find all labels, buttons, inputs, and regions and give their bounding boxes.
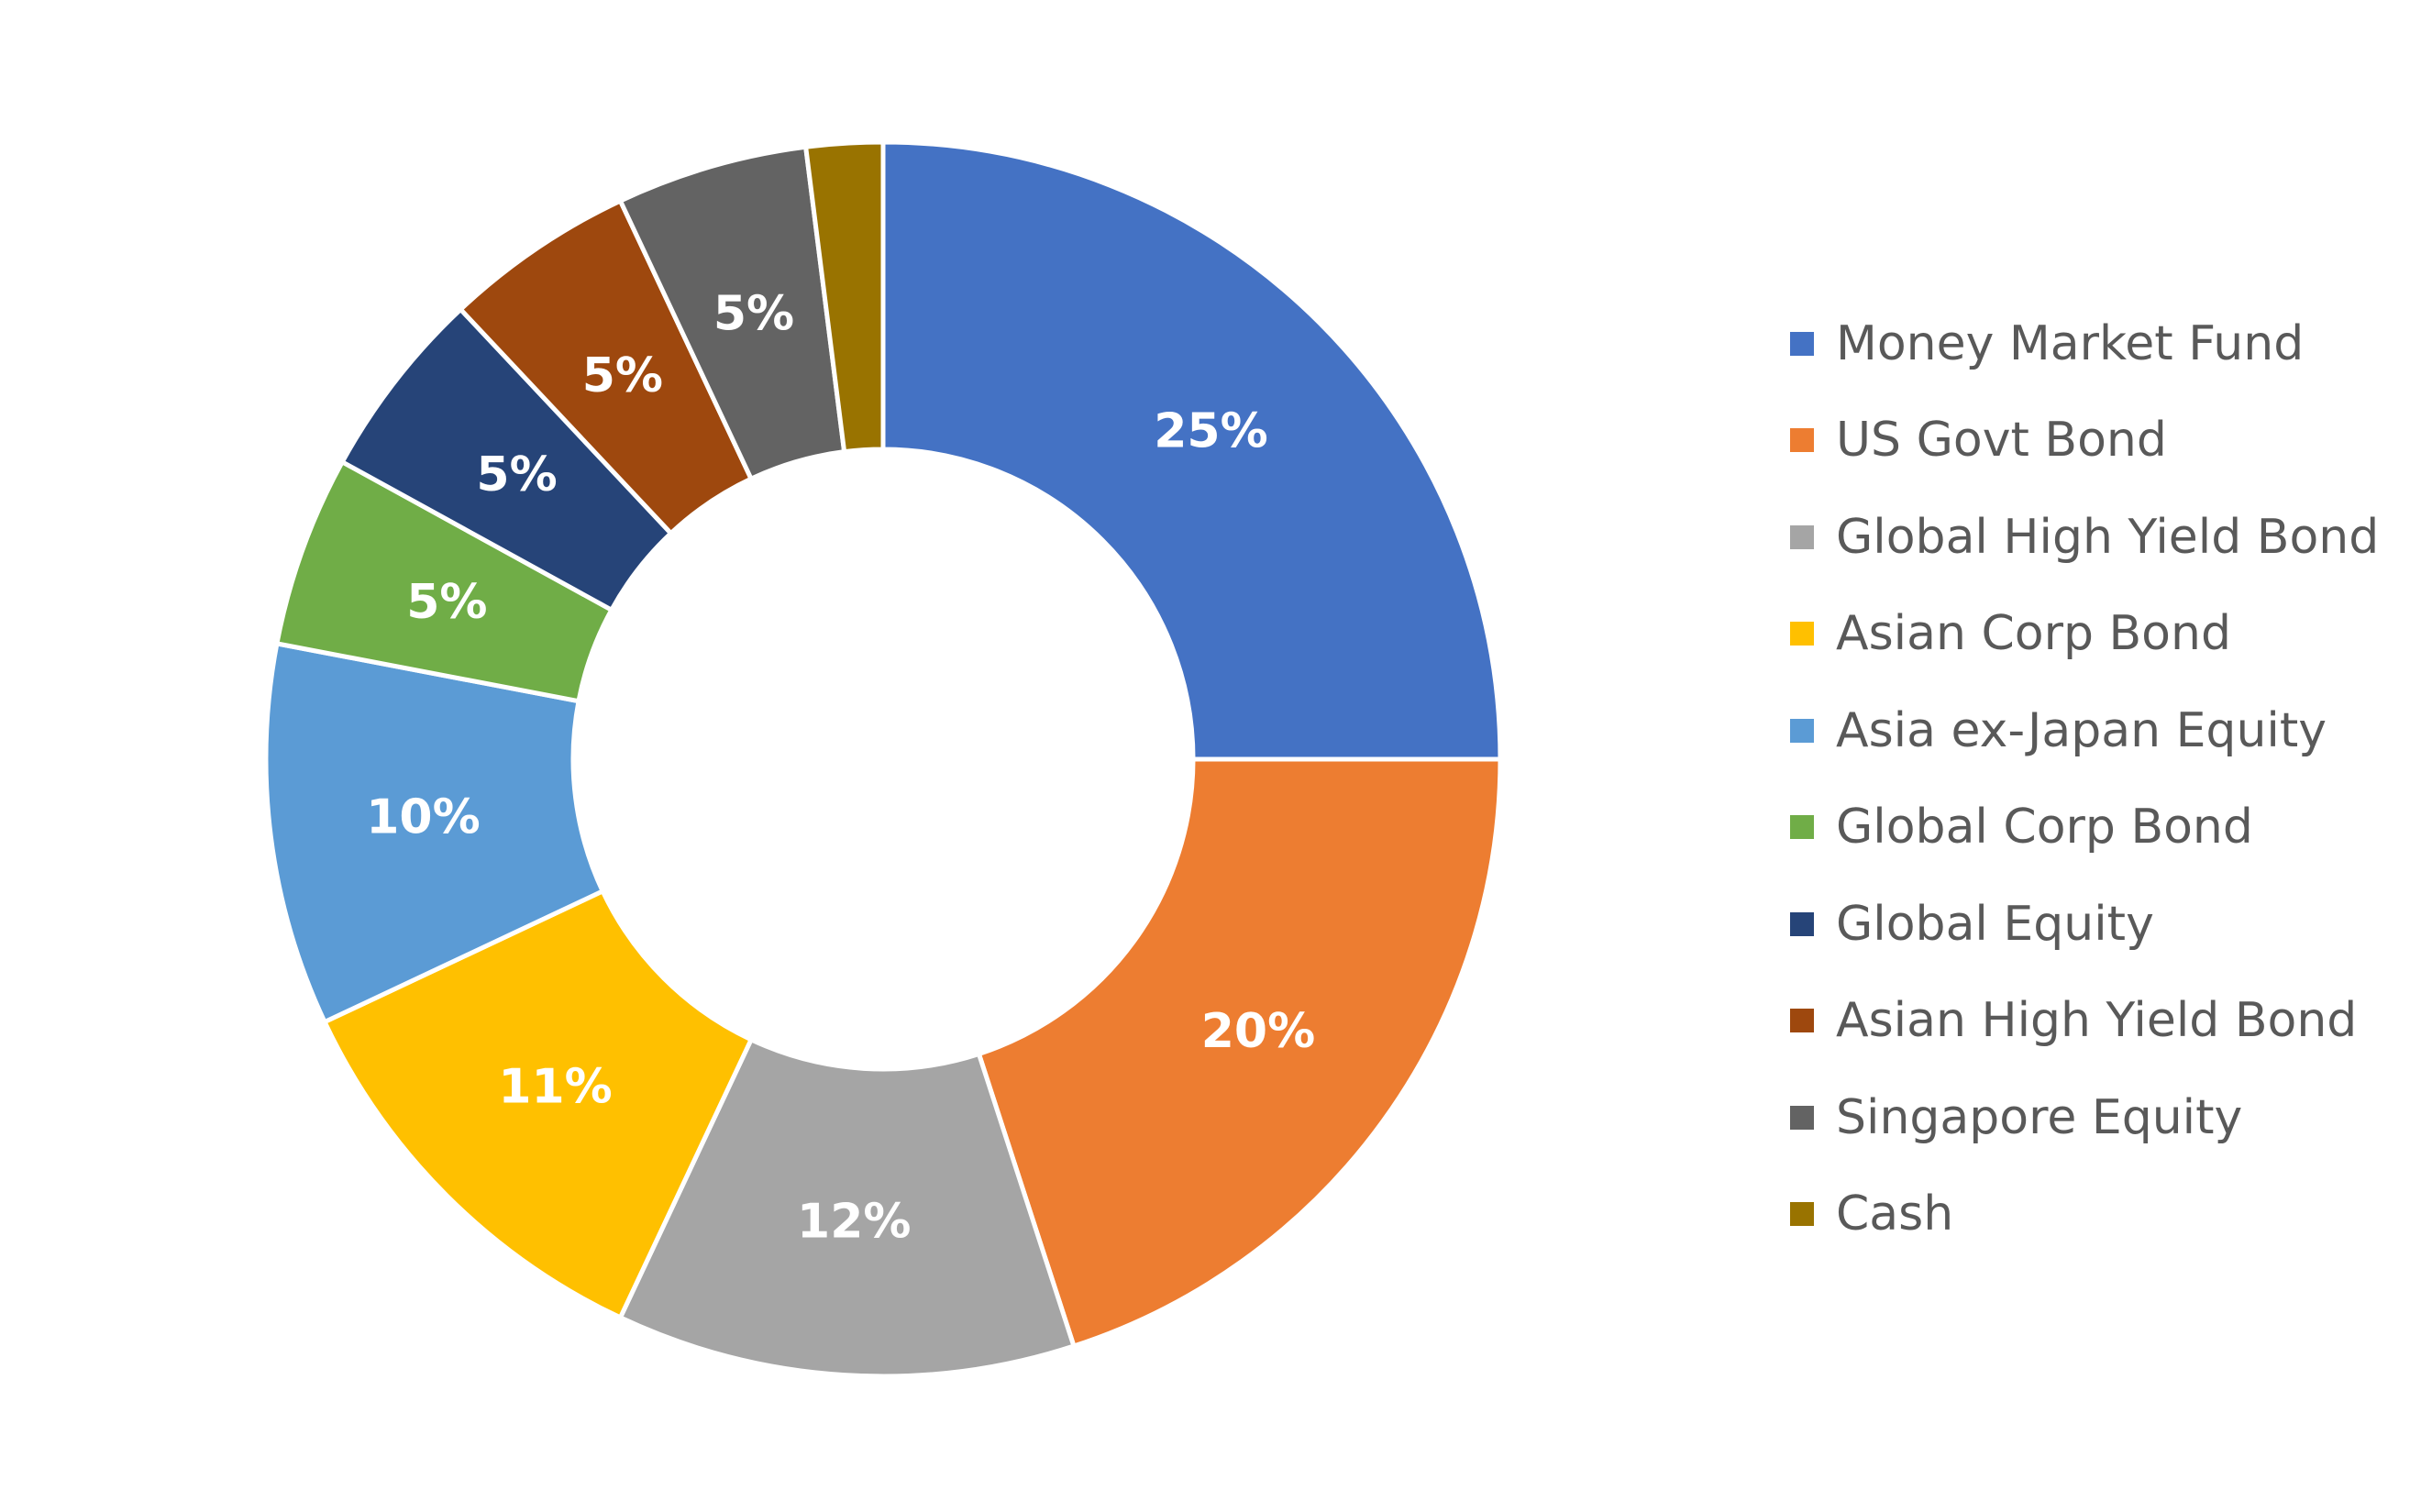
data-label-global-equity: 5% — [476, 447, 557, 502]
legend-swatch — [1790, 718, 1814, 743]
legend-item-asian-high-yield-bond: Asian High Yield Bond — [1790, 973, 2414, 1070]
legend-label: Singapore Equity — [1836, 1089, 2243, 1145]
legend-item-singapore-equity: Singapore Equity — [1790, 1069, 2414, 1166]
legend-item-asian-corp-bond: Asian Corp Bond — [1790, 586, 2414, 683]
legend-item-money-market-fund: Money Market Fund — [1790, 295, 2414, 392]
legend-label: Asian Corp Bond — [1836, 606, 2231, 662]
legend-label: Asian High Yield Bond — [1836, 993, 2358, 1049]
legend-swatch — [1790, 911, 1814, 936]
legend-item-us-govt-bond: US Govt Bond — [1790, 392, 2414, 490]
slice-asian-corp-bond — [322, 888, 754, 1320]
legend-swatch — [1790, 1009, 1814, 1033]
legend-label: Asia ex-Japan Equity — [1836, 702, 2327, 758]
legend-item-asia-ex-japan-equity: Asia ex-Japan Equity — [1790, 682, 2414, 779]
legend-item-cash: Cash — [1790, 1166, 2414, 1264]
data-label-asian-corp-bond: 11% — [498, 1059, 612, 1114]
legend-label: Money Market Fund — [1836, 315, 2305, 371]
legend-label: Global Equity — [1836, 896, 2154, 952]
legend-swatch — [1790, 428, 1814, 453]
legend-swatch — [1790, 524, 1814, 549]
legend-item-global-equity: Global Equity — [1790, 876, 2414, 973]
slice-cash — [803, 139, 886, 455]
data-label-us-govt-bond: 20% — [1201, 1004, 1315, 1059]
data-label-singapore-equity: 5% — [713, 287, 794, 342]
legend-label: Cash — [1836, 1186, 1954, 1242]
data-label-global-high-yield-bond: 12% — [797, 1195, 911, 1250]
legend-item-global-corp-bond: Global Corp Bond — [1790, 779, 2414, 877]
legend-label: US Govt Bond — [1836, 413, 2167, 469]
slice-asia-ex-japan-equity — [263, 641, 605, 1025]
legend-swatch — [1790, 622, 1814, 646]
data-label-asian-high-yield-bond: 5% — [582, 348, 663, 403]
legend-label: Global Corp Bond — [1836, 800, 2253, 855]
slice-money-market-fund — [880, 139, 1503, 762]
legend-item-global-high-yield-bond: Global High Yield Bond — [1790, 489, 2414, 586]
slice-global-high-yield-bond — [617, 1037, 1077, 1379]
legend-label: Global High Yield Bond — [1836, 509, 2380, 565]
slice-us-govt-bond — [976, 756, 1503, 1349]
chart-legend: Money Market Fund US Govt Bond Global High… — [1790, 295, 2414, 1263]
data-label-global-corp-bond: 5% — [406, 575, 487, 630]
legend-swatch — [1790, 815, 1814, 840]
legend-swatch — [1790, 331, 1814, 356]
legend-swatch — [1790, 1202, 1814, 1227]
legend-swatch — [1790, 1105, 1814, 1130]
data-label-asia-ex-japan-equity: 10% — [366, 789, 480, 844]
data-label-money-market-fund: 25% — [1154, 404, 1267, 459]
